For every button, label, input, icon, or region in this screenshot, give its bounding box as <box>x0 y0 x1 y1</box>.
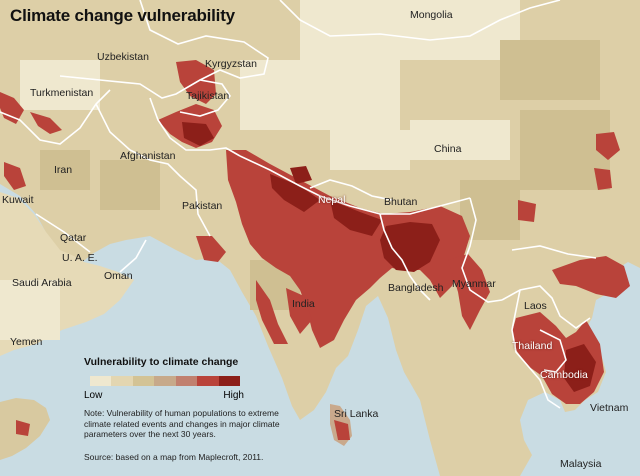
legend-swatch <box>111 376 133 386</box>
legend-title: Vulnerability to climate change <box>84 356 239 368</box>
legend-swatch <box>132 376 155 386</box>
map-source: Source: based on a map from Maplecroft, … <box>84 452 264 462</box>
label-pakistan: Pakistan <box>182 200 223 212</box>
label-uae: U. A. E. <box>62 252 98 264</box>
label-bangladesh: Bangladesh <box>388 282 444 294</box>
label-uzbekistan: Uzbekistan <box>97 51 149 63</box>
label-bhutan: Bhutan <box>384 196 418 208</box>
legend-swatch <box>197 376 219 386</box>
label-cambodia: Cambodia <box>540 369 588 381</box>
legend-swatch <box>90 376 112 386</box>
label-mongolia: Mongolia <box>410 9 453 21</box>
label-iran: Iran <box>54 164 73 176</box>
label-qatar: Qatar <box>60 232 87 244</box>
label-laos: Laos <box>524 300 547 312</box>
legend: Vulnerability to climate change Low High <box>84 356 274 401</box>
label-china: China <box>434 143 462 155</box>
legend-swatch <box>154 376 176 386</box>
map-title: Climate change vulnerability <box>10 6 235 25</box>
label-yemen: Yemen <box>10 336 43 348</box>
legend-high-label: High <box>223 390 244 401</box>
highest-vulnerability-areas <box>182 122 596 392</box>
label-malaysia: Malaysia <box>560 458 602 470</box>
label-kyrgyzstan: Kyrgyzstan <box>205 58 257 70</box>
label-myanmar: Myanmar <box>452 278 496 290</box>
label-vietnam: Vietnam <box>590 402 629 414</box>
low-patches <box>0 0 520 340</box>
country-borders <box>0 0 597 409</box>
label-afghanistan: Afghanistan <box>120 150 176 162</box>
label-turkmenistan: Turkmenistan <box>30 87 94 99</box>
label-tajikistan: Tajikistan <box>186 90 230 102</box>
map-note: Note: Vulnerability of human populations… <box>84 408 280 439</box>
legend-swatch <box>175 376 198 386</box>
legend-swatch <box>218 376 240 386</box>
legend-color-scale <box>90 376 240 386</box>
label-nepal: Nepal <box>318 194 346 206</box>
label-kuwait: Kuwait <box>2 194 34 206</box>
label-oman: Oman <box>104 270 133 282</box>
label-thailand: Thailand <box>512 340 553 352</box>
legend-low-label: Low <box>84 390 103 401</box>
label-saudi-arabia: Saudi Arabia <box>12 277 72 289</box>
label-sri-lanka: Sri Lanka <box>334 408 379 420</box>
label-india: India <box>292 298 315 310</box>
